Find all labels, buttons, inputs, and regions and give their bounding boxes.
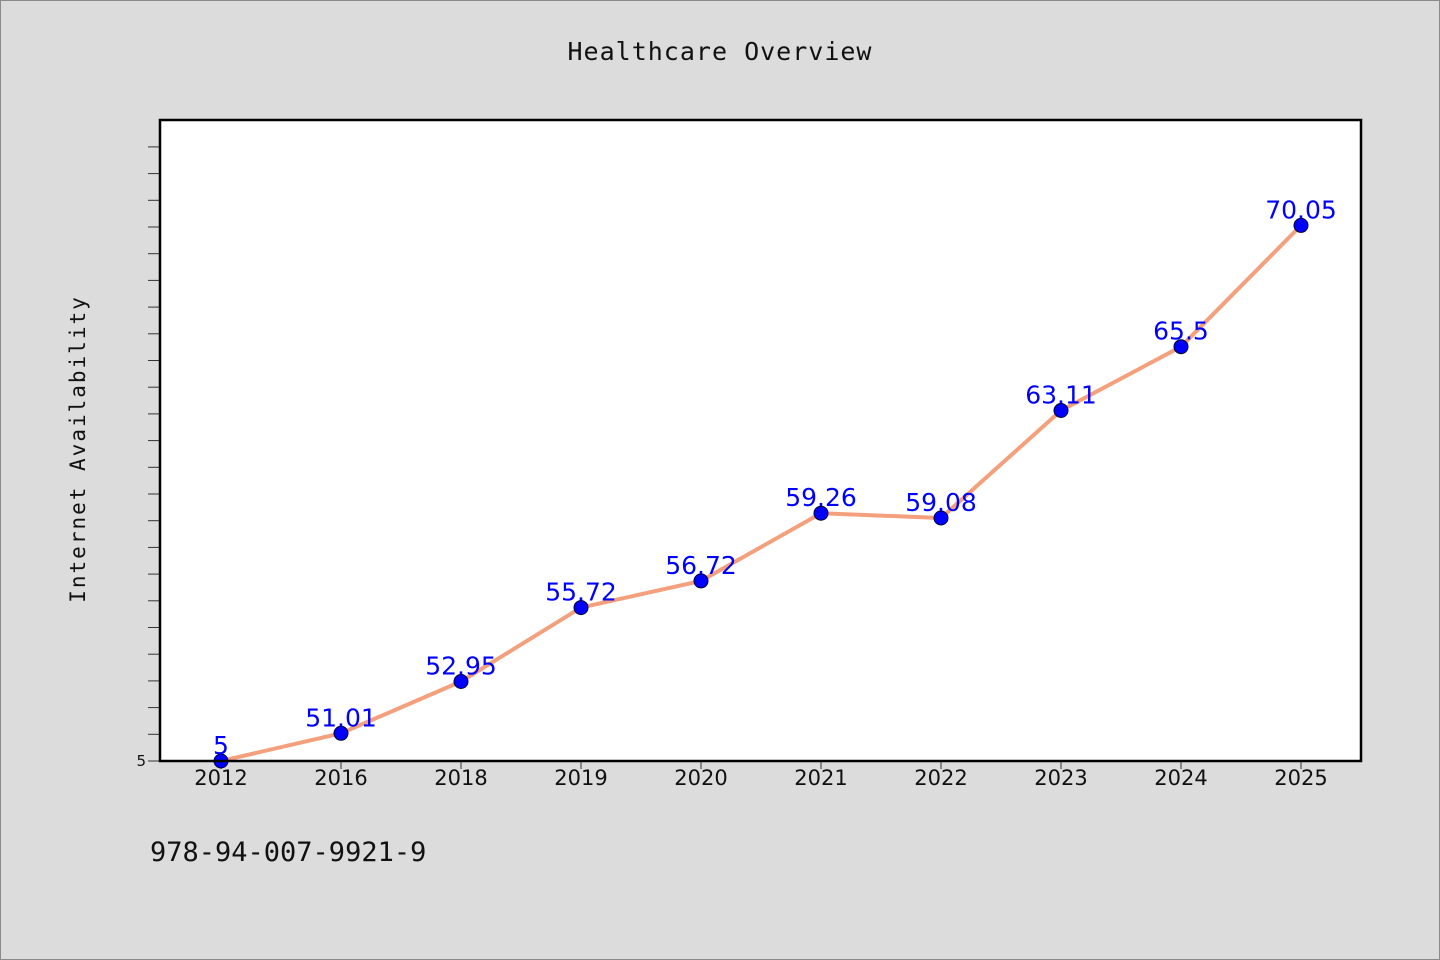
data-point xyxy=(933,510,949,526)
data-label: 56.72 xyxy=(665,551,737,580)
data-label: 63.11 xyxy=(1025,381,1097,410)
data-label: 5 xyxy=(213,731,229,760)
data-point xyxy=(813,505,829,521)
chart-title: Healthcare Overview xyxy=(567,37,873,66)
x-tick-label: 2016 xyxy=(314,766,367,790)
x-tick-label: 2018 xyxy=(434,766,487,790)
x-tick-label: 2012 xyxy=(194,766,247,790)
data-point xyxy=(573,600,589,616)
data-label: 59.26 xyxy=(785,483,857,512)
series-line xyxy=(219,223,1303,763)
data-point xyxy=(1173,339,1189,355)
data-label: 65.5 xyxy=(1153,317,1209,346)
data-point xyxy=(1293,217,1309,233)
x-tick-label: 2019 xyxy=(554,766,607,790)
x-tick-label: 2023 xyxy=(1034,766,1087,790)
x-tick-label: 2025 xyxy=(1274,766,1327,790)
footer-code: 978-94-007-9921-9 xyxy=(150,837,427,868)
data-label: 51.01 xyxy=(305,703,377,732)
data-label: 55.72 xyxy=(545,578,617,607)
data-point xyxy=(1053,403,1069,418)
x-tick-label: 2022 xyxy=(914,766,967,790)
x-tick-label: 2021 xyxy=(794,766,847,790)
x-tick-label: 2020 xyxy=(674,766,727,790)
data-point xyxy=(453,674,469,689)
data-label: 52.95 xyxy=(425,652,497,681)
data-label: 70.05 xyxy=(1265,195,1337,224)
plot-area xyxy=(160,120,1361,761)
y-tick-label: 5 xyxy=(136,752,146,770)
data-point xyxy=(333,725,349,741)
plot-frame xyxy=(158,118,1363,763)
x-tick-label: 2024 xyxy=(1154,766,1207,790)
data-label: 59.08 xyxy=(905,488,977,517)
data-point xyxy=(693,573,709,589)
